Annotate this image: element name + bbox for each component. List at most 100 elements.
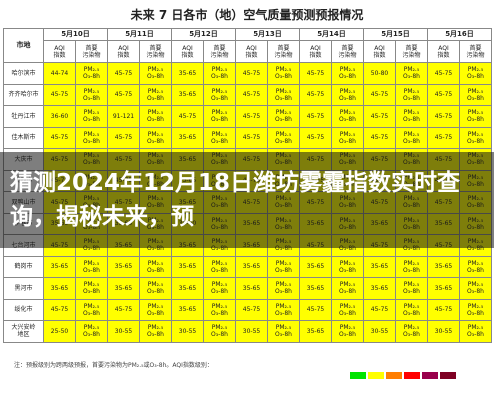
date-header: 5月13日 — [235, 28, 300, 41]
aqi-cell: 45-75 — [299, 62, 332, 85]
pollutant-cell: PM₂.₅ O₃-8h — [75, 320, 108, 343]
pollutant-cell: PM₂.₅ O₃-8h — [203, 105, 236, 128]
pollutant-cell: PM₂.₅ O₃-8h — [459, 320, 492, 343]
aqi-cell: 45-75 — [107, 298, 140, 321]
pollutant-cell: PM₂.₅ O₃-8h — [459, 105, 492, 128]
subheader: AQI 指数 — [107, 40, 140, 63]
aqi-cell: 45-75 — [427, 298, 460, 321]
pollutant-cell: PM₂.₅ O₃-8h — [267, 62, 300, 85]
pollutant-cell: PM₂.₅ O₃-8h — [203, 83, 236, 106]
data-row: 牡丹江市 36-60 PM₂.₅ O₃-8h 91-121 PM₂.₅ O₃-8h 45-… — [3, 105, 492, 128]
pollutant-cell: PM₂.₅ O₃-8h — [203, 62, 236, 85]
pollutant-cell: PM₂.₅ O₃-8h — [75, 255, 108, 278]
pollutant-cell: PM₂.₅ O₃-8h — [395, 105, 428, 128]
pollutant-cell: PM₂.₅ O₃-8h — [395, 126, 428, 149]
aqi-cell: 45-75 — [427, 83, 460, 106]
city: 牡丹江市 — [3, 105, 44, 128]
date-header: 5月11日 — [107, 28, 172, 41]
aqi-cell: 45-75 — [43, 298, 76, 321]
aqi-cell: 35-65 — [235, 255, 268, 278]
aqi-cell: 35-65 — [43, 255, 76, 278]
aqi-cell: 91-121 — [107, 105, 140, 128]
pollutant-cell: PM₂.₅ O₃-8h — [267, 298, 300, 321]
aqi-cell: 45-75 — [107, 126, 140, 149]
pollutant-cell: PM₂.₅ O₃-8h — [267, 126, 300, 149]
aqi-cell: 50-80 — [363, 62, 396, 85]
aqi-cell: 45-75 — [43, 83, 76, 106]
aqi-cell: 35-65 — [107, 255, 140, 278]
aqi-cell: 25-50 — [43, 320, 76, 343]
subheader: AQI 指数 — [43, 40, 76, 63]
pollutant-cell: PM₂.₅ O₃-8h — [203, 320, 236, 343]
pollutant-cell: PM₂.₅ O₃-8h — [395, 277, 428, 300]
city: 佳木斯市 — [3, 126, 44, 149]
pollutant-cell: PM₂.₅ O₃-8h — [267, 255, 300, 278]
aqi-cell: 35-65 — [171, 126, 204, 149]
data-row: 佳木斯市 45-75 PM₂.₅ O₃-8h 45-75 PM₂.₅ O₃-8h 35-6… — [3, 126, 492, 149]
pollutant-cell: PM₂.₅ O₃-8h — [267, 320, 300, 343]
pollutant-cell: PM₂.₅ O₃-8h — [395, 298, 428, 321]
aqi-cell: 35-65 — [299, 255, 332, 278]
aqi-cell: 35-65 — [171, 277, 204, 300]
pollutant-cell: PM₂.₅ O₃-8h — [75, 105, 108, 128]
pollutant-cell: PM₂.₅ O₃-8h — [75, 62, 108, 85]
aqi-cell: 35-65 — [171, 62, 204, 85]
aqi-cell: 30-55 — [235, 320, 268, 343]
city: 哈尔滨市 — [3, 62, 44, 85]
subheader: 首要 污染物 — [75, 40, 108, 63]
pollutant-cell: PM₂.₅ O₃-8h — [331, 62, 364, 85]
aqi-cell: 45-75 — [235, 62, 268, 85]
pollutant-cell: PM₂.₅ O₃-8h — [139, 62, 172, 85]
aqi-cell: 45-75 — [43, 126, 76, 149]
pollutant-cell: PM₂.₅ O₃-8h — [203, 277, 236, 300]
pollutant-cell: PM₂.₅ O₃-8h — [395, 62, 428, 85]
aqi-cell: 45-75 — [363, 126, 396, 149]
subheader: 首要 污染物 — [139, 40, 172, 63]
aqi-cell: 45-75 — [235, 105, 268, 128]
subheader: AQI 指数 — [235, 40, 268, 63]
date-header: 5月15日 — [363, 28, 428, 41]
aqi-cell: 45-75 — [363, 298, 396, 321]
pollutant-cell: PM₂.₅ O₃-8h — [267, 277, 300, 300]
pollutant-cell: PM₂.₅ O₃-8h — [75, 298, 108, 321]
pollutant-cell: PM₂.₅ O₃-8h — [459, 298, 492, 321]
aqi-cell: 36-60 — [43, 105, 76, 128]
aqi-cell: 45-75 — [299, 105, 332, 128]
aqi-cell: 45-75 — [363, 105, 396, 128]
pollutant-cell: PM₂.₅ O₃-8h — [331, 298, 364, 321]
aqi-cell: 45-75 — [427, 126, 460, 149]
aqi-cell: 45-75 — [299, 83, 332, 106]
pollutant-cell: PM₂.₅ O₃-8h — [267, 105, 300, 128]
legend-swatch — [350, 372, 366, 379]
aqi-cell: 35-65 — [427, 277, 460, 300]
city: 黑河市 — [3, 277, 44, 300]
data-row: 鹤岗市 35-65 PM₂.₅ O₃-8h 35-65 PM₂.₅ O₃-8h 35-65… — [3, 255, 492, 278]
aqi-cell: 45-75 — [171, 105, 204, 128]
pollutant-cell: PM₂.₅ O₃-8h — [139, 277, 172, 300]
date-header: 5月14日 — [299, 28, 364, 41]
pollutant-cell: PM₂.₅ O₃-8h — [139, 320, 172, 343]
date-header: 5月10日 — [43, 28, 108, 41]
data-row: 齐齐哈尔市 45-75 PM₂.₅ O₃-8h 45-75 PM₂.₅ O₃-8h 35-… — [3, 83, 492, 106]
pollutant-cell: PM₂.₅ O₃-8h — [139, 298, 172, 321]
legend — [350, 372, 458, 379]
legend-swatch — [368, 372, 384, 379]
aqi-cell: 35-65 — [363, 277, 396, 300]
pollutant-cell: PM₂.₅ O₃-8h — [395, 83, 428, 106]
date-header: 5月16日 — [427, 28, 492, 41]
aqi-cell: 30-55 — [107, 320, 140, 343]
pollutant-cell: PM₂.₅ O₃-8h — [331, 320, 364, 343]
city: 鹤岗市 — [3, 255, 44, 278]
pollutant-cell: PM₂.₅ O₃-8h — [459, 126, 492, 149]
aqi-cell: 45-75 — [107, 62, 140, 85]
aqi-cell: 35-65 — [107, 277, 140, 300]
aqi-cell: 35-65 — [299, 277, 332, 300]
pollutant-cell: PM₂.₅ O₃-8h — [75, 83, 108, 106]
aqi-cell: 44-74 — [43, 62, 76, 85]
pollutant-cell: PM₂.₅ O₃-8h — [139, 105, 172, 128]
city: 绥化市 — [3, 298, 44, 321]
pollutant-cell: PM₂.₅ O₃-8h — [331, 83, 364, 106]
data-row: 黑河市 35-65 PM₂.₅ O₃-8h 35-65 PM₂.₅ O₃-8h 35-65… — [3, 277, 492, 300]
pollutant-cell: PM₂.₅ O₃-8h — [75, 126, 108, 149]
aqi-cell: 35-65 — [171, 298, 204, 321]
